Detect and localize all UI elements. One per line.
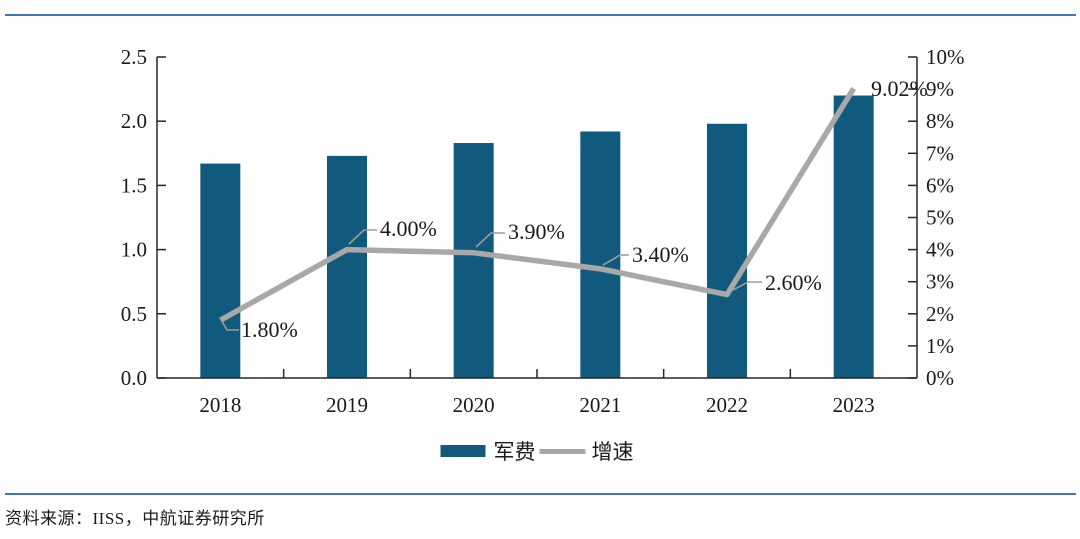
legend-item-military-spending: 军费 bbox=[440, 436, 536, 466]
right-axis-tick-label: 3% bbox=[926, 270, 954, 294]
data-label-2023: 9.02% bbox=[871, 76, 928, 101]
x-axis-category-label: 2022 bbox=[706, 393, 748, 417]
footer-rule bbox=[5, 493, 1076, 495]
data-label-leader-2018 bbox=[219, 317, 239, 331]
right-axis-tick-label: 6% bbox=[926, 173, 954, 197]
right-axis-tick-label: 7% bbox=[926, 141, 954, 165]
source-note: 资料来源：IISS，中航证券研究所 bbox=[5, 509, 265, 528]
data-label-2020: 3.90% bbox=[508, 219, 565, 244]
bar-2022 bbox=[707, 123, 747, 378]
bar-2021 bbox=[580, 131, 621, 378]
left-axis-tick-label: 2.0 bbox=[121, 109, 147, 133]
right-axis-tick-label: 8% bbox=[926, 109, 954, 133]
left-axis-tick-label: 2.5 bbox=[121, 45, 147, 69]
x-axis-category-label: 2019 bbox=[326, 393, 368, 417]
right-axis-tick-label: 2% bbox=[926, 302, 954, 326]
legend-label-growth-rate: 增速 bbox=[591, 440, 634, 464]
left-axis-tick-label: 0.5 bbox=[121, 302, 147, 326]
bar-series-swatch bbox=[440, 445, 486, 457]
bar-2019 bbox=[327, 155, 367, 378]
x-axis-category-label: 2020 bbox=[453, 393, 495, 417]
line-series-swatch bbox=[539, 448, 586, 454]
legend-label-military-spending: 军费 bbox=[493, 440, 536, 464]
right-axis-tick-label: 10% bbox=[926, 45, 965, 69]
left-axis-tick-label: 1.5 bbox=[121, 173, 147, 197]
data-label-2018: 1.80% bbox=[241, 317, 298, 342]
data-label-leader-2021 bbox=[602, 254, 629, 266]
top-rule bbox=[5, 14, 1076, 16]
data-label-2021: 3.40% bbox=[632, 242, 689, 267]
legend-item-growth-rate: 增速 bbox=[539, 436, 634, 466]
bar-2018 bbox=[200, 163, 241, 378]
data-label-2022: 2.60% bbox=[765, 270, 822, 295]
chart-legend: 军费 增速 bbox=[440, 436, 634, 466]
data-label-2019: 4.00% bbox=[380, 216, 437, 241]
right-axis-tick-label: 4% bbox=[926, 238, 954, 262]
bar-2020 bbox=[453, 143, 494, 378]
data-label-leader-2019 bbox=[348, 229, 377, 245]
right-axis-tick-label: 1% bbox=[926, 334, 954, 358]
right-axis-tick-label: 5% bbox=[926, 206, 954, 230]
right-axis-tick-label: 0% bbox=[926, 366, 954, 390]
x-axis-category-label: 2018 bbox=[199, 393, 241, 417]
data-label-leader-2022 bbox=[732, 281, 762, 291]
combo-chart: 1.80% 4.00% 3.90% 3.40% 2.60% 9.02% 2.5 2.0 1.5 1… bbox=[121, 45, 965, 417]
growth-line bbox=[218, 87, 857, 323]
left-axis-tick-label: 0.0 bbox=[121, 366, 147, 390]
data-label-leader-2020 bbox=[475, 232, 505, 248]
left-axis-tick-label: 1.0 bbox=[121, 238, 147, 262]
bar-2023 bbox=[833, 95, 874, 379]
right-axis-tick-label: 9% bbox=[926, 77, 954, 101]
x-axis-category-label: 2021 bbox=[579, 393, 621, 417]
x-axis-category-label: 2023 bbox=[833, 393, 875, 417]
